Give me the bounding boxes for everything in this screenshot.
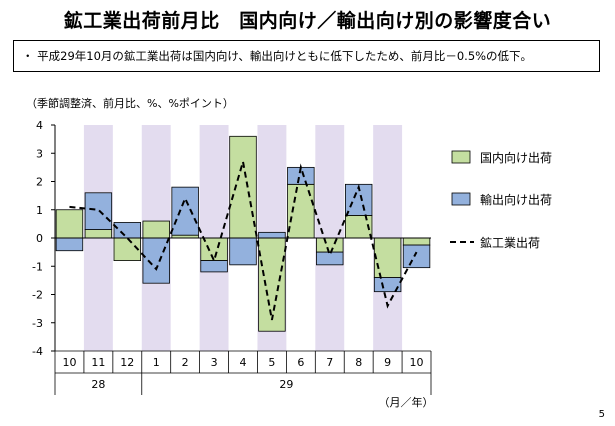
axis-unit-label: （月／年） bbox=[379, 395, 434, 409]
legend-export-swatch bbox=[451, 192, 471, 206]
legend-export-label: 輸出向け出荷 bbox=[480, 192, 552, 207]
bar-export bbox=[55, 237, 84, 252]
y-tick-label: -2 bbox=[32, 289, 43, 302]
legend-export: 輸出向け出荷 bbox=[451, 192, 552, 207]
y-tick-label: -4 bbox=[32, 345, 43, 358]
y-tick-label: 4 bbox=[36, 119, 43, 132]
line-layer bbox=[69, 161, 418, 321]
x-tick-label: 4 bbox=[240, 356, 247, 369]
year-label: 28 bbox=[91, 378, 105, 391]
legend-domestic-label: 国内向け出荷 bbox=[480, 150, 552, 165]
bar-export bbox=[142, 237, 170, 284]
bar-domestic bbox=[402, 237, 431, 246]
axis-layer: 4 3 2 1 0 -1 -2 -3 -4 bbox=[32, 119, 431, 358]
bar-domestic bbox=[373, 237, 402, 278]
y-tick-label: 3 bbox=[36, 147, 43, 160]
bar-export bbox=[402, 244, 431, 269]
x-tick-label: 12 bbox=[120, 356, 134, 369]
bar-domestic bbox=[316, 237, 344, 253]
y-tick-label: -3 bbox=[32, 317, 43, 330]
year-label: 29 bbox=[279, 378, 293, 391]
x-tick-label: 11 bbox=[91, 356, 105, 369]
bar-export bbox=[113, 222, 142, 239]
bar-export bbox=[229, 237, 257, 266]
bar-domestic bbox=[142, 220, 170, 239]
x-tick-label: 5 bbox=[268, 356, 275, 369]
bar-domestic bbox=[229, 135, 257, 239]
x-tick-label: 10 bbox=[410, 356, 424, 369]
bar-export bbox=[200, 260, 228, 273]
legend-domestic-swatch bbox=[451, 150, 471, 164]
page-title: 鉱工業出荷前月比 国内向け／輸出向け別の影響度合い bbox=[63, 10, 552, 32]
page-number: 5 bbox=[598, 409, 605, 420]
x-tick-label: 9 bbox=[384, 356, 391, 369]
y-tick-label: -1 bbox=[32, 260, 43, 273]
bar-export bbox=[344, 183, 373, 216]
x-tick-label: 7 bbox=[326, 356, 333, 369]
bar-domestic bbox=[84, 229, 113, 239]
summary-note: ・ 平成29年10月の鉱工業出荷は国内向け、輸出向けともに低下したため、前月比－… bbox=[13, 40, 600, 72]
unit-label: （季節調整済、前月比、%、%ポイント） bbox=[26, 97, 234, 110]
x-tick-label: 2 bbox=[182, 356, 189, 369]
bar-export bbox=[373, 277, 402, 293]
legend-domestic: 国内向け出荷 bbox=[451, 150, 552, 165]
x-tick-label: 8 bbox=[355, 356, 362, 369]
x-tick-label: 3 bbox=[211, 356, 218, 369]
legend-total: 鉱工業出荷 bbox=[450, 235, 540, 250]
bar-export bbox=[84, 192, 113, 230]
x-tick-label: 10 bbox=[62, 356, 76, 369]
y-tick-label: 2 bbox=[36, 176, 43, 189]
y-tick-label: 1 bbox=[36, 204, 43, 217]
x-tick-label: 1 bbox=[153, 356, 160, 369]
legend-total-label: 鉱工業出荷 bbox=[480, 235, 540, 250]
bar-export bbox=[316, 251, 344, 266]
x-tick-label: 6 bbox=[297, 356, 304, 369]
bar-export bbox=[171, 186, 199, 236]
bar-domestic bbox=[55, 209, 84, 239]
bar-export bbox=[258, 231, 286, 239]
y-tick-label: 0 bbox=[36, 232, 43, 245]
